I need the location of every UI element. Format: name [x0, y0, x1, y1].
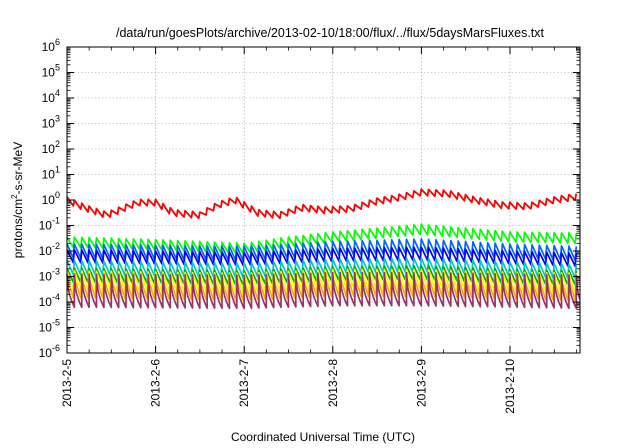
y-tick-label: 10-1: [39, 216, 60, 233]
x-tick-label: 2013-2-9: [414, 359, 428, 407]
y-axis-label-post: -s-sr-MeV: [11, 142, 25, 195]
y-axis: 10-6 10-5 10-4 10-3 10-2 10-1 100 101 102 103 104 1…: [39, 37, 580, 360]
chart-title: /data/run/goesPlots/archive/2013-02-10/1…: [116, 26, 545, 40]
y-axis-label-sup: 2: [10, 194, 19, 199]
x-tick-label: 2013-2-5: [60, 359, 74, 407]
y-tick-label: 10-2: [39, 241, 60, 258]
y-axis-label: protons/cm2-s-sr-MeV: [10, 142, 25, 258]
x-tick-label: 2013-2-8: [326, 359, 340, 407]
x-tick-label: 2013-2-10: [503, 359, 517, 414]
y-tick-label: 103: [42, 114, 60, 131]
y-tick-label: 10-3: [39, 267, 60, 284]
series-line-9: [66, 271, 581, 310]
y-tick-label: 104: [42, 88, 60, 105]
y-tick-label: 10-5: [39, 318, 60, 335]
y-tick-label: 100: [42, 190, 60, 207]
series-line-4: [66, 246, 578, 267]
x-tick-label: 2013-2-7: [237, 359, 251, 407]
series-layer: [66, 188, 581, 310]
y-tick-label: 10-4: [39, 292, 60, 309]
x-axis: 2013-2-5 2013-2-6 2013-2-7 2013-2-8 2013-2-9…: [60, 47, 577, 414]
y-tick-label: 10-6: [39, 343, 60, 360]
y-tick-label: 102: [42, 139, 60, 156]
series-line-8: [66, 276, 578, 301]
x-tick-label: 2013-2-6: [149, 359, 163, 407]
x-axis-label: Coordinated Universal Time (UTC): [231, 430, 415, 444]
y-tick-label: 106: [42, 37, 60, 54]
y-tick-label: 105: [42, 63, 60, 80]
y-axis-label-pre: protons/cm: [11, 199, 25, 258]
series-line-1: [66, 188, 578, 220]
y-tick-label: 101: [42, 165, 60, 182]
